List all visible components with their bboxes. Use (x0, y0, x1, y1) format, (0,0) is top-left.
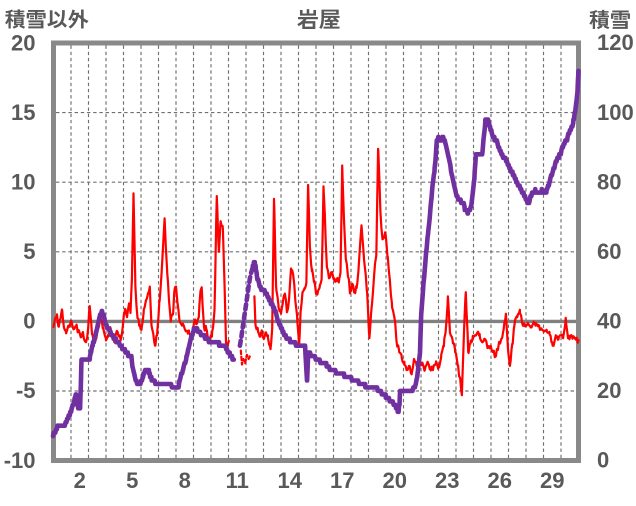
svg-text:26: 26 (488, 468, 512, 493)
svg-text:0: 0 (23, 309, 35, 334)
svg-text:14: 14 (278, 468, 303, 493)
svg-text:40: 40 (597, 309, 621, 334)
svg-text:23: 23 (435, 468, 459, 493)
svg-text:0: 0 (597, 448, 609, 473)
svg-text:5: 5 (23, 239, 35, 264)
svg-text:15: 15 (11, 100, 35, 125)
svg-text:80: 80 (597, 169, 621, 194)
svg-text:5: 5 (126, 468, 138, 493)
svg-text:20: 20 (597, 378, 621, 403)
svg-text:20: 20 (11, 30, 35, 55)
svg-text:29: 29 (540, 468, 564, 493)
svg-text:11: 11 (226, 468, 249, 493)
svg-text:8: 8 (179, 468, 191, 493)
svg-text:60: 60 (597, 239, 621, 264)
svg-text:-10: -10 (4, 448, 36, 473)
svg-text:120: 120 (597, 30, 634, 55)
svg-text:10: 10 (11, 169, 35, 194)
svg-text:100: 100 (597, 100, 634, 125)
svg-text:17: 17 (330, 468, 354, 493)
svg-text:20: 20 (383, 468, 407, 493)
svg-text:2: 2 (74, 468, 86, 493)
svg-text:-5: -5 (16, 378, 36, 403)
